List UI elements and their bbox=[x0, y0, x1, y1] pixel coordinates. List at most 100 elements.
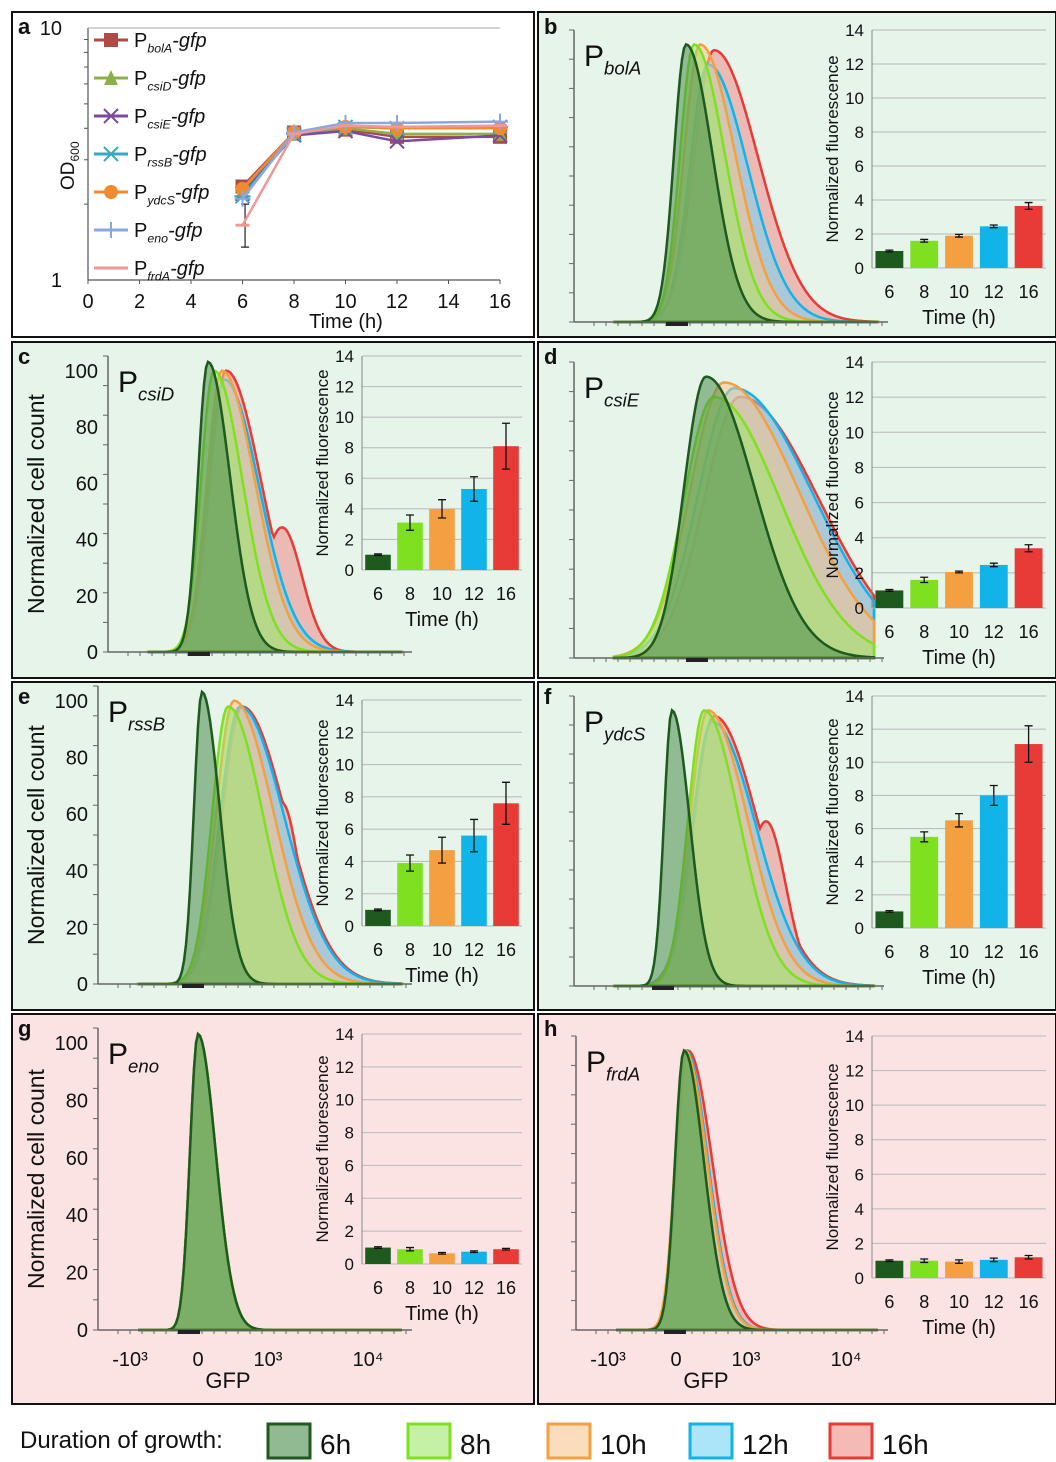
panel-a-xtick-label: 10 bbox=[334, 291, 356, 313]
panel-a-ylabel-sub: 600 bbox=[68, 141, 82, 161]
marker-plus bbox=[234, 190, 251, 207]
inset-ytick-label: 6 bbox=[855, 820, 864, 839]
legend-label-16h: 16h bbox=[882, 1429, 929, 1460]
inset-xlabel: Time (h) bbox=[405, 609, 479, 631]
panel-a-legend-label-main: P bbox=[134, 220, 147, 242]
inset-xtick-label: 8 bbox=[919, 1292, 929, 1312]
panel-g-ytick-label: 0 bbox=[77, 1320, 88, 1342]
panel-a-xtick-label: 8 bbox=[288, 291, 299, 313]
inset-ytick-label: 2 bbox=[855, 564, 864, 583]
panel-c-promoter-label-main: P bbox=[118, 366, 138, 399]
inset-xtick-label: 10 bbox=[949, 622, 969, 642]
inset-xtick-label: 6 bbox=[884, 942, 894, 962]
inset-ytick-label: 2 bbox=[345, 530, 354, 549]
hist-zero-ticks bbox=[652, 986, 674, 990]
panel-a-legend-label-tail: -gfp bbox=[172, 30, 206, 52]
inset-bar-8h bbox=[397, 863, 423, 926]
inset-ytick-label: 2 bbox=[855, 886, 864, 905]
panel-h-xtick-label: 10⁴ bbox=[831, 1349, 862, 1371]
inset-bar-6h bbox=[365, 554, 391, 570]
inset-ylabel: Normalized fluorescence bbox=[823, 55, 842, 242]
inset-errorbar bbox=[502, 781, 510, 825]
inset-bar-6h bbox=[875, 590, 904, 608]
hist-zero-ticks bbox=[178, 1330, 200, 1334]
inset-xlabel: Time (h) bbox=[405, 1303, 479, 1325]
inset-errorbar bbox=[438, 836, 446, 864]
panel-a-legend-label-tail: -gfp bbox=[168, 220, 202, 242]
inset-ytick-label: 14 bbox=[335, 1025, 354, 1044]
inset-xtick-label: 16 bbox=[496, 584, 516, 604]
inset-bar-16h bbox=[1014, 548, 1043, 608]
panel-c-ytick-label: 0 bbox=[87, 642, 98, 664]
panel-e-ylabel: Normalized cell count bbox=[23, 724, 49, 944]
inset-ytick-label: 0 bbox=[345, 561, 354, 580]
panel-e-ytick-label: 0 bbox=[77, 974, 88, 996]
inset-xlabel: Time (h) bbox=[922, 967, 996, 989]
panel-g-ytick-label: 80 bbox=[66, 1090, 88, 1112]
inset-ytick-label: 2 bbox=[345, 1222, 354, 1241]
panel-a-ylabel: OD600 bbox=[58, 141, 82, 190]
inset-bar-10h bbox=[945, 235, 973, 268]
inset-bar-6h bbox=[875, 1260, 904, 1278]
inset-xlabel: Time (h) bbox=[922, 647, 996, 669]
panel-g-ytick-label: 20 bbox=[66, 1263, 88, 1285]
panel-e-ytick-label: 40 bbox=[66, 861, 88, 883]
inset-bar-8h bbox=[397, 1249, 423, 1264]
inset-bar-12h bbox=[979, 1259, 1008, 1278]
inset-errorbar bbox=[470, 1250, 478, 1254]
inset-ytick-label: 14 bbox=[845, 687, 864, 706]
panel-g-xlabel: GFP bbox=[205, 1368, 250, 1393]
panel-d-promoter-label: PcsiE bbox=[584, 372, 640, 410]
inset-xtick-label: 16 bbox=[1019, 282, 1039, 302]
legend-label-8h: 8h bbox=[460, 1429, 491, 1460]
inset-ylabel: Normalized fluorescence bbox=[823, 718, 842, 905]
panel-a-ytick-label: 10 bbox=[40, 18, 62, 40]
panel-c-promoter-label-sub: csiD bbox=[138, 383, 174, 404]
inset-ytick-label: 8 bbox=[855, 123, 864, 142]
panel-letter-g: g bbox=[18, 1016, 31, 1041]
legend-label-12h: 12h bbox=[742, 1429, 789, 1460]
inset-bar-6h bbox=[365, 909, 391, 926]
inset-ytick-label: 8 bbox=[345, 788, 354, 807]
panel-letter-d: d bbox=[544, 344, 557, 369]
inset-errorbar bbox=[406, 514, 414, 531]
hist-zero-ticks bbox=[666, 322, 688, 326]
inset-errorbar bbox=[989, 562, 998, 568]
inset-ytick-label: 8 bbox=[855, 458, 864, 477]
panel-g-xtick-label: -10³ bbox=[112, 1349, 148, 1371]
inset-errorbar bbox=[885, 1259, 894, 1263]
inset-ytick-label: 10 bbox=[845, 89, 864, 108]
inset-xtick-label: 6 bbox=[884, 282, 894, 302]
inset-errorbar bbox=[502, 422, 510, 470]
inset-errorbar bbox=[989, 1257, 998, 1263]
panel-a-xtick-label: 2 bbox=[134, 291, 145, 313]
inset-bar-12h bbox=[979, 226, 1008, 268]
panel-letter-a: a bbox=[18, 14, 31, 39]
inset-xtick-label: 12 bbox=[464, 1278, 484, 1298]
panel-h-inset: 0 2 4 6 8 10 12 14 6 8 10 12 16 Time (h) Normalized fl… bbox=[823, 1027, 1046, 1339]
panel-a-legend-label: PydcS-gfp bbox=[134, 182, 209, 208]
panel-letter-h: h bbox=[544, 1016, 557, 1041]
panel-e-ytick-label: 80 bbox=[66, 748, 88, 770]
marker-plus bbox=[103, 222, 119, 238]
inset-ytick-label: 12 bbox=[845, 55, 864, 74]
marker-star bbox=[103, 146, 119, 162]
inset-errorbar bbox=[955, 813, 963, 828]
panel-a-legend-label-main: P bbox=[134, 30, 147, 52]
inset-errorbar bbox=[989, 224, 998, 229]
panel-a-xtick-label: 12 bbox=[386, 291, 408, 313]
marker-x bbox=[389, 133, 405, 150]
panel-a-legend-label-sub: csiD bbox=[147, 80, 171, 94]
inset-xtick-label: 10 bbox=[432, 940, 452, 960]
inset-ytick-label: 0 bbox=[855, 1269, 864, 1288]
panel-a-ytick-label: 1 bbox=[51, 270, 62, 292]
inset-ytick-label: 12 bbox=[845, 1062, 864, 1081]
inset-bar-10h bbox=[945, 1261, 973, 1278]
inset-ytick-label: 0 bbox=[345, 917, 354, 936]
panel-f-histogram: PydcS 0 2 4 6 8 10 12 14 6 8 10 12 16 Time (h) Normaliz… bbox=[569, 687, 1046, 990]
panel-f-promoter-label-main: P bbox=[584, 706, 604, 739]
inset-errorbar bbox=[470, 476, 478, 502]
